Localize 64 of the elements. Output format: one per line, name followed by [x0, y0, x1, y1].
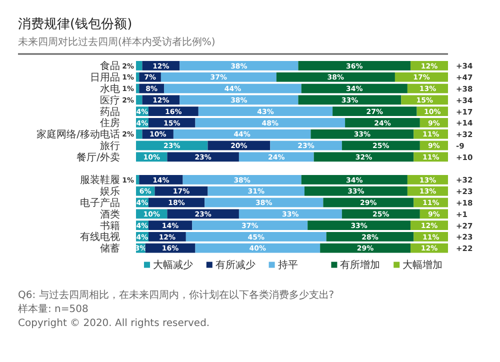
bar: [314, 152, 414, 162]
legend-label: 有所减少: [215, 258, 256, 271]
y-tick-label: 家庭网络/移动电话: [36, 128, 120, 141]
bar: [180, 61, 298, 70]
bar: [164, 84, 302, 94]
bar: [160, 72, 276, 82]
bar: [195, 243, 320, 253]
y-tick-label: 食品: [100, 60, 120, 72]
y-tick-label: 酒类: [100, 208, 120, 220]
y-tick-label: 储蓄: [100, 242, 120, 255]
bar: [167, 152, 239, 162]
bar: [136, 175, 140, 184]
bar: [298, 95, 402, 105]
y-tick-label: 餐厅/外卖: [76, 151, 120, 164]
bar: [394, 72, 448, 82]
bar: [136, 129, 142, 139]
y-tick-label: 电子产品: [80, 197, 120, 209]
bar: [208, 186, 304, 196]
legend-label: 大幅减少: [153, 258, 193, 271]
bar: [136, 95, 142, 105]
text: 样本量: n=508: [18, 302, 88, 315]
bar: [301, 175, 408, 184]
y-tick-label: 水电: [100, 83, 120, 95]
bar: [173, 129, 311, 139]
bar: [198, 106, 333, 116]
bar: [308, 220, 411, 230]
bar: [182, 175, 302, 184]
y-tick-label: 住房: [100, 117, 120, 130]
text: Q6: 与过去四周相比，在未来四周内，你计划在以下各类消费多少支出?: [18, 288, 334, 301]
bar: [310, 129, 414, 139]
legend-label: 持平: [278, 258, 298, 271]
bar: [136, 72, 140, 82]
bar: [238, 209, 342, 219]
bar: [136, 84, 140, 94]
bar: [167, 209, 239, 219]
bar: [192, 220, 308, 230]
chart-title: 消费规律(钱包份额): [18, 17, 132, 32]
bar: [326, 232, 414, 242]
bar: [342, 209, 420, 219]
legend-label: 大幅增加: [402, 258, 443, 271]
y-tick-label: 药品: [100, 106, 120, 118]
y-tick-label: 书籍: [100, 220, 120, 232]
bar: [195, 118, 346, 128]
bar: [320, 243, 411, 253]
bar: [186, 232, 326, 242]
chart-subtitle: 未来四周对比过去四周(样本内受访者比例%): [18, 36, 216, 48]
legend-label: 有所增加: [340, 258, 380, 271]
bar: [304, 186, 408, 196]
bar: [276, 72, 395, 82]
text: Copyright © 2020. All rights reserved.: [18, 318, 210, 329]
bar: [136, 61, 142, 70]
y-tick-label: 有线电视: [80, 231, 120, 244]
y-tick-label: 医疗: [100, 94, 120, 106]
bar: [298, 61, 411, 70]
bar: [154, 186, 208, 196]
y-tick-label: 旅行: [100, 140, 120, 152]
bar: [332, 106, 417, 116]
y-tick-label: 日用品: [90, 72, 120, 84]
y-tick-label: 服装鞋履: [80, 174, 120, 186]
y-tick-label: 娱乐: [100, 186, 120, 198]
bar: [345, 118, 420, 128]
bar: [238, 152, 314, 162]
bar: [180, 95, 298, 105]
bar: [204, 198, 324, 208]
